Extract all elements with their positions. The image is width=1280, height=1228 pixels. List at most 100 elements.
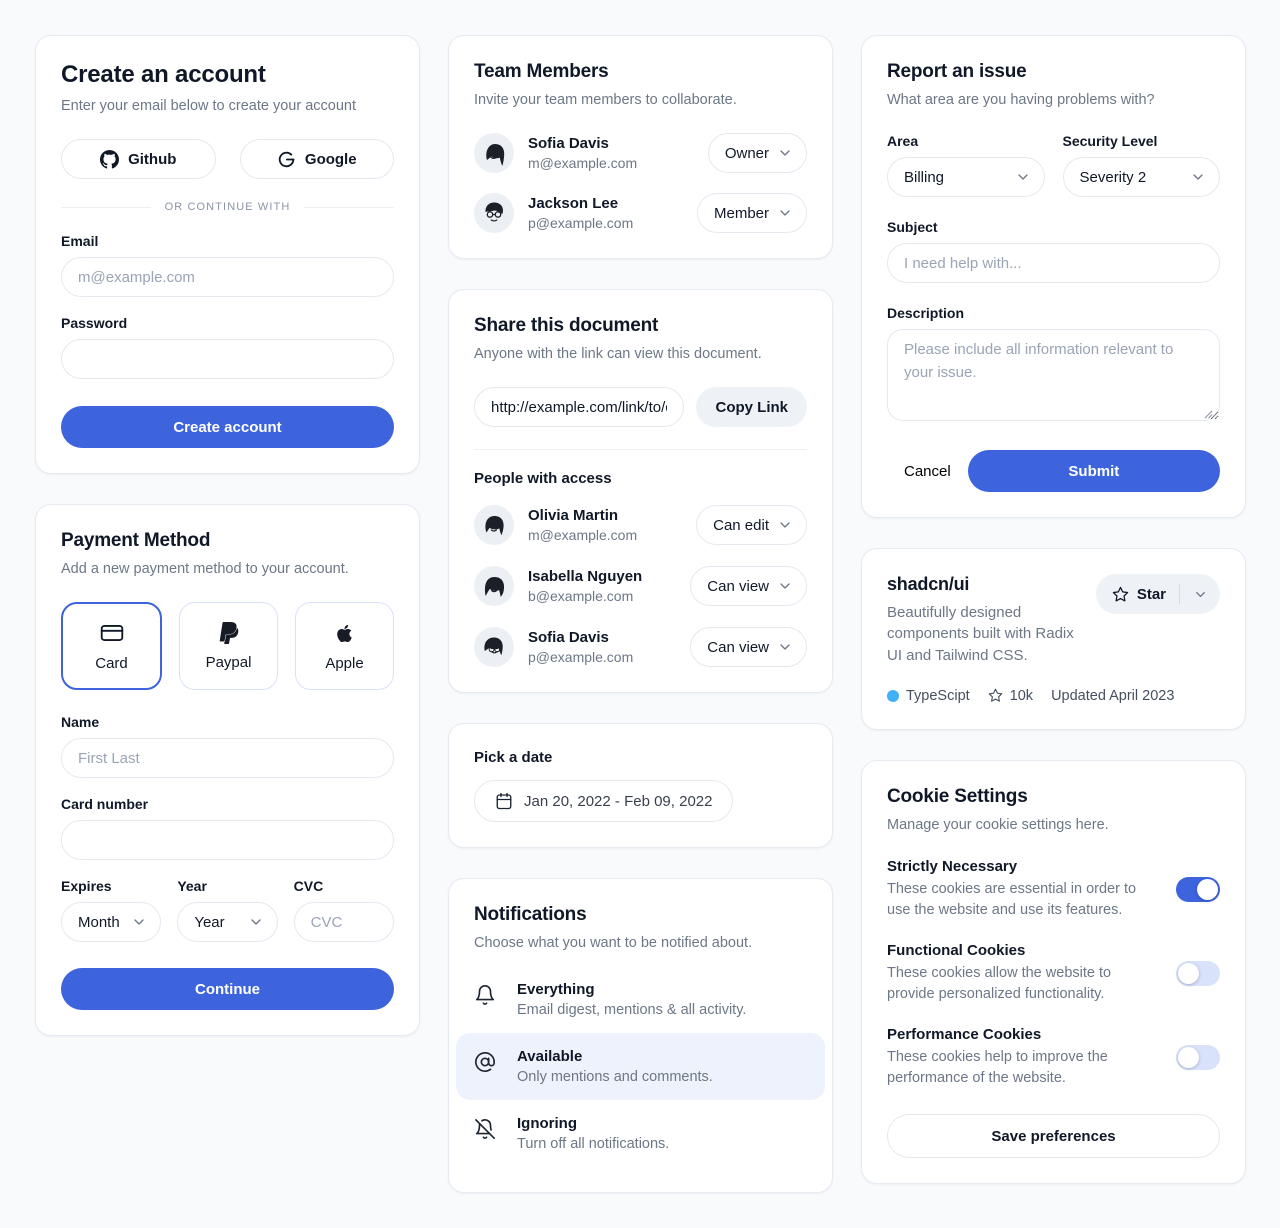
member-email: m@example.com — [528, 527, 638, 544]
create-account-button[interactable]: Create account — [61, 406, 394, 449]
performance-cookies-toggle[interactable] — [1176, 1044, 1220, 1070]
subject-field[interactable] — [887, 243, 1220, 284]
payment-tile-paypal[interactable]: Paypal — [179, 602, 278, 691]
people-with-access-heading: People with access — [474, 470, 612, 488]
payment-method-tiles: Card Paypal Apple — [61, 602, 394, 691]
name-field[interactable] — [61, 738, 394, 779]
permission-value: Can view — [707, 577, 769, 595]
member-email: m@example.com — [528, 155, 638, 172]
copy-link-button[interactable]: Copy Link — [696, 387, 807, 428]
chevron-down-icon[interactable] — [1193, 587, 1208, 602]
card-subtitle: Manage your cookie settings here. — [887, 816, 1109, 833]
payment-tile-label: Card — [95, 655, 128, 673]
star-icon — [988, 688, 1003, 703]
continue-button[interactable]: Continue — [61, 968, 394, 1011]
permission-select[interactable]: Can view — [690, 566, 807, 607]
cookie-option-functional: Functional Cookies These cookies allow t… — [887, 942, 1220, 1004]
security-level-field-group: Security Level Severity 2 — [1062, 133, 1220, 198]
star-button[interactable]: Star — [1095, 574, 1220, 615]
area-select[interactable]: Billing — [887, 157, 1045, 198]
bell-icon — [474, 981, 498, 1006]
year-label: Year — [177, 878, 207, 895]
submit-button[interactable]: Submit — [967, 450, 1220, 493]
member-email: p@example.com — [528, 649, 634, 666]
person-row: Olivia Martin m@example.com Can edit — [474, 505, 807, 546]
notification-text: Available Only mentions and comments. — [517, 1048, 713, 1085]
member-email: p@example.com — [528, 215, 634, 232]
cvc-field[interactable] — [293, 902, 394, 943]
expires-field-group: Expires Month — [61, 878, 162, 943]
or-continue-divider: OR CONTINUE WITH — [61, 201, 394, 213]
expires-month-select[interactable]: Month — [61, 902, 162, 943]
stars-count: 10k — [1009, 687, 1034, 704]
notification-option-ignoring[interactable]: Ignoring Turn off all notifications. — [456, 1100, 825, 1167]
right-column: Report an issue What area are you having… — [861, 35, 1246, 1193]
google-button[interactable]: Google — [239, 139, 394, 180]
repo-card: shadcn/ui Beautifully designed component… — [861, 548, 1246, 730]
email-field[interactable] — [61, 257, 394, 298]
language-dot-icon — [887, 689, 899, 702]
repo-meta: TypeScipt 10k Updated April 2023 — [887, 688, 1220, 704]
notification-option-available[interactable]: Available Only mentions and comments. — [456, 1033, 825, 1101]
credit-card-icon — [99, 620, 125, 646]
date-picker-card: Pick a date Jan 20, 2022 - Feb 09, 2022 — [448, 723, 833, 849]
strictly-necessary-toggle[interactable] — [1176, 876, 1220, 902]
save-preferences-button[interactable]: Save preferences — [887, 1114, 1220, 1159]
notification-title: Everything — [517, 981, 595, 999]
card-subtitle: Add a new payment method to your account… — [61, 561, 349, 578]
card-number-field-group: Card number — [61, 796, 394, 861]
avatar — [474, 627, 514, 668]
chevron-down-icon — [777, 578, 793, 594]
team-member-row: Sofia Davis m@example.com Owner — [474, 133, 807, 174]
date-range-button[interactable]: Jan 20, 2022 - Feb 09, 2022 — [474, 780, 734, 823]
year-select[interactable]: Year — [177, 902, 278, 943]
date-range-value: Jan 20, 2022 - Feb 09, 2022 — [524, 792, 713, 810]
avatar — [474, 505, 514, 546]
security-level-select[interactable]: Severity 2 — [1062, 157, 1220, 198]
card-number-field[interactable] — [61, 820, 394, 861]
notification-option-everything[interactable]: Everything Email digest, mentions & all … — [456, 966, 825, 1033]
notification-text: Everything Email digest, mentions & all … — [517, 981, 746, 1018]
password-field[interactable] — [61, 339, 394, 380]
functional-cookies-toggle[interactable] — [1176, 960, 1220, 986]
expiry-row: Expires Month Year Year CVC — [61, 878, 394, 943]
github-icon — [100, 149, 120, 169]
permission-select[interactable]: Can view — [690, 627, 807, 668]
payment-method-card: Payment Method Add a new payment method … — [35, 504, 420, 1037]
card-subtitle: Invite your team members to collaborate. — [474, 92, 737, 108]
github-button[interactable]: Github — [61, 139, 216, 180]
security-level-value: Severity 2 — [1079, 168, 1147, 186]
chevron-down-icon — [131, 914, 147, 930]
member-info: Isabella Nguyen b@example.com — [528, 568, 676, 604]
language-meta: TypeScipt — [887, 688, 970, 704]
card-title: Payment Method — [61, 530, 211, 552]
calendar-icon — [495, 792, 513, 810]
cookie-title: Functional Cookies — [887, 942, 1026, 960]
cvc-label: CVC — [293, 878, 324, 895]
chevron-down-icon — [777, 639, 793, 655]
description-textarea[interactable] — [887, 329, 1220, 422]
member-info: Olivia Martin m@example.com — [528, 507, 682, 543]
payment-tile-apple[interactable]: Apple — [295, 602, 394, 691]
notification-text: Ignoring Turn off all notifications. — [517, 1115, 669, 1152]
permission-select[interactable]: Can edit — [696, 505, 807, 546]
chevron-down-icon — [777, 517, 793, 533]
updated-meta: Updated April 2023 — [1051, 688, 1174, 704]
card-title: Share this document — [474, 315, 659, 337]
subject-field-group: Subject — [887, 219, 1220, 284]
payment-tile-card[interactable]: Card — [61, 602, 162, 691]
avatar — [474, 133, 514, 174]
role-select-member[interactable]: Member — [696, 193, 807, 234]
team-member-row: Jackson Lee p@example.com Member — [474, 193, 807, 234]
cancel-button[interactable]: Cancel — [887, 451, 968, 491]
description-textarea-wrap — [887, 329, 1220, 426]
toggle-knob — [1197, 878, 1218, 900]
cookie-title: Strictly Necessary — [887, 857, 1018, 875]
expires-label: Expires — [61, 878, 112, 895]
role-select-owner[interactable]: Owner — [707, 133, 807, 174]
stars-meta: 10k — [988, 688, 1033, 704]
share-link-input[interactable] — [474, 387, 685, 428]
cookie-option-strictly-necessary: Strictly Necessary These cookies are ess… — [887, 858, 1220, 920]
area-value: Billing — [904, 168, 945, 186]
chevron-down-icon — [777, 145, 793, 161]
